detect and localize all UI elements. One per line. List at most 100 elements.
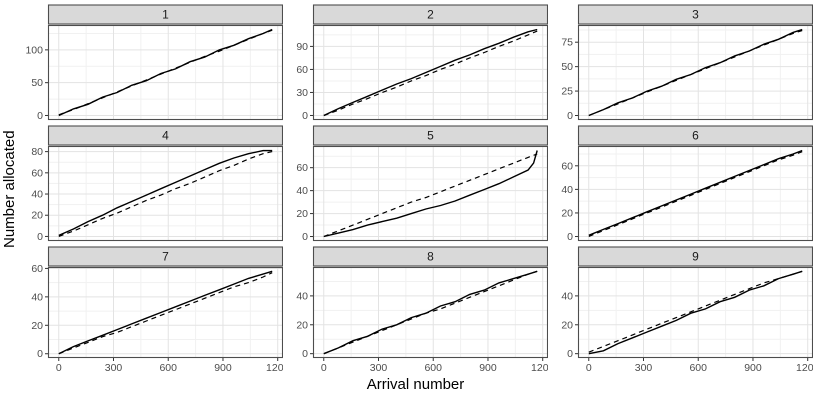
panel-background bbox=[48, 267, 283, 358]
y-tick-label: 0 bbox=[567, 348, 573, 360]
dashed-line bbox=[588, 151, 803, 238]
y-tick-label: 60 bbox=[296, 64, 308, 76]
panel-border bbox=[47, 24, 283, 121]
facet-panel-8: 8 0 20 40 0 300 600 900 1200 bbox=[296, 246, 548, 374]
solid-line bbox=[58, 270, 273, 355]
dashed-line bbox=[58, 272, 273, 355]
y-tick-label: 20 bbox=[561, 207, 573, 219]
solid-line bbox=[588, 28, 803, 117]
y-tick-label: 0 bbox=[37, 231, 43, 243]
facet-strip-label: 4 bbox=[162, 129, 169, 143]
facet-strip bbox=[312, 125, 548, 146]
x-tick-label: 300 bbox=[635, 362, 653, 374]
facet-panel-7: 7020406003006009001200 bbox=[31, 246, 283, 374]
y-tick-label: 0 bbox=[302, 231, 308, 243]
y-tick-label: 25 bbox=[561, 86, 573, 98]
dashed-line bbox=[323, 30, 538, 117]
panel-border bbox=[312, 24, 548, 121]
facet-strip bbox=[577, 4, 813, 25]
dashed-line bbox=[588, 270, 803, 353]
solid-line bbox=[588, 149, 803, 236]
facet-panel-2: 2 0 30 60 90 bbox=[296, 4, 548, 122]
solid-line bbox=[323, 150, 538, 238]
x-tick-label: 600 bbox=[689, 362, 707, 374]
y-tick-label: 20 bbox=[296, 319, 308, 331]
x-tick-label: 0 bbox=[56, 362, 62, 374]
panel-border bbox=[577, 145, 813, 242]
y-tick-label: 20 bbox=[561, 319, 573, 331]
facet-strip-label: 6 bbox=[692, 129, 699, 143]
dashed-line bbox=[58, 151, 273, 237]
facet-strip-label: 7 bbox=[162, 250, 169, 264]
y-tick-label: 40 bbox=[561, 184, 573, 196]
y-tick-label: 50 bbox=[31, 77, 43, 89]
panel-border bbox=[577, 24, 813, 121]
facet-strip bbox=[577, 125, 813, 146]
facet-strip bbox=[312, 4, 548, 25]
x-tick-label: 0 bbox=[586, 362, 592, 374]
y-tick-label: 60 bbox=[561, 160, 573, 172]
x-tick-label: 1200 bbox=[531, 362, 548, 374]
y-tick-label: 75 bbox=[561, 37, 573, 49]
panel-border bbox=[312, 266, 548, 359]
facet-panel-1: 1 0 50 100 bbox=[25, 4, 283, 122]
x-tick-label: 900 bbox=[744, 362, 762, 374]
y-tick-label: 60 bbox=[296, 162, 308, 174]
panel-background bbox=[578, 146, 813, 241]
facet-strip-label: 1 bbox=[162, 8, 169, 22]
y-tick-label: 30 bbox=[296, 87, 308, 99]
y-tick-label: 50 bbox=[561, 61, 573, 73]
facet-panel-5: 5 0 20 40 60 bbox=[296, 125, 548, 243]
y-tick-label: 40 bbox=[31, 291, 43, 303]
facet-strip-label: 5 bbox=[427, 129, 434, 143]
y-tick-label: 40 bbox=[296, 290, 308, 302]
y-tick-label: 0 bbox=[567, 110, 573, 122]
x-tick-label: 600 bbox=[159, 362, 177, 374]
y-axis-title: Number allocated bbox=[1, 130, 18, 248]
y-tick-label: 0 bbox=[37, 348, 43, 360]
solid-line bbox=[58, 28, 273, 117]
facet-panel-9: 9 0 20 40 0 300 600 900 1200 bbox=[561, 246, 813, 374]
facet-strip-label: 8 bbox=[427, 250, 434, 264]
solid-line bbox=[588, 270, 803, 355]
y-tick-label: 80 bbox=[31, 146, 43, 158]
x-tick-label: 1200 bbox=[266, 362, 283, 374]
x-tick-label: 900 bbox=[214, 362, 232, 374]
y-tick-label: 20 bbox=[31, 210, 43, 222]
facet-strip bbox=[312, 246, 548, 267]
x-tick-label: 1200 bbox=[796, 362, 813, 374]
panel-background bbox=[313, 146, 548, 241]
solid-line bbox=[323, 270, 538, 355]
facet-strip-label: 9 bbox=[692, 250, 699, 264]
dashed-line bbox=[323, 153, 538, 238]
y-tick-label: 0 bbox=[302, 110, 308, 122]
y-tick-label: 0 bbox=[302, 348, 308, 360]
panel-border bbox=[577, 266, 813, 359]
y-tick-label: 0 bbox=[567, 231, 573, 243]
x-tick-label: 900 bbox=[479, 362, 497, 374]
panel-background bbox=[313, 25, 548, 120]
facet-strip bbox=[47, 4, 283, 25]
facet-strip bbox=[577, 246, 813, 267]
y-tick-label: 20 bbox=[31, 320, 43, 332]
panel-background bbox=[48, 146, 283, 241]
y-tick-label: 100 bbox=[25, 44, 43, 56]
y-tick-label: 0 bbox=[37, 110, 43, 122]
facet-panel-3: 3 0 25 50 75 bbox=[561, 4, 813, 122]
facet-strip-label: 3 bbox=[692, 8, 699, 22]
x-axis-title: Arrival number bbox=[366, 376, 465, 393]
y-tick-label: 60 bbox=[31, 263, 43, 275]
y-tick-label: 90 bbox=[296, 41, 308, 53]
facet-strip bbox=[47, 246, 283, 267]
y-tick-label: 40 bbox=[31, 189, 43, 201]
x-tick-label: 0 bbox=[321, 362, 327, 374]
solid-line bbox=[323, 28, 538, 117]
y-tick-label: 20 bbox=[296, 208, 308, 220]
x-tick-label: 300 bbox=[105, 362, 123, 374]
panel-border bbox=[47, 266, 283, 359]
panel-border bbox=[312, 145, 548, 242]
